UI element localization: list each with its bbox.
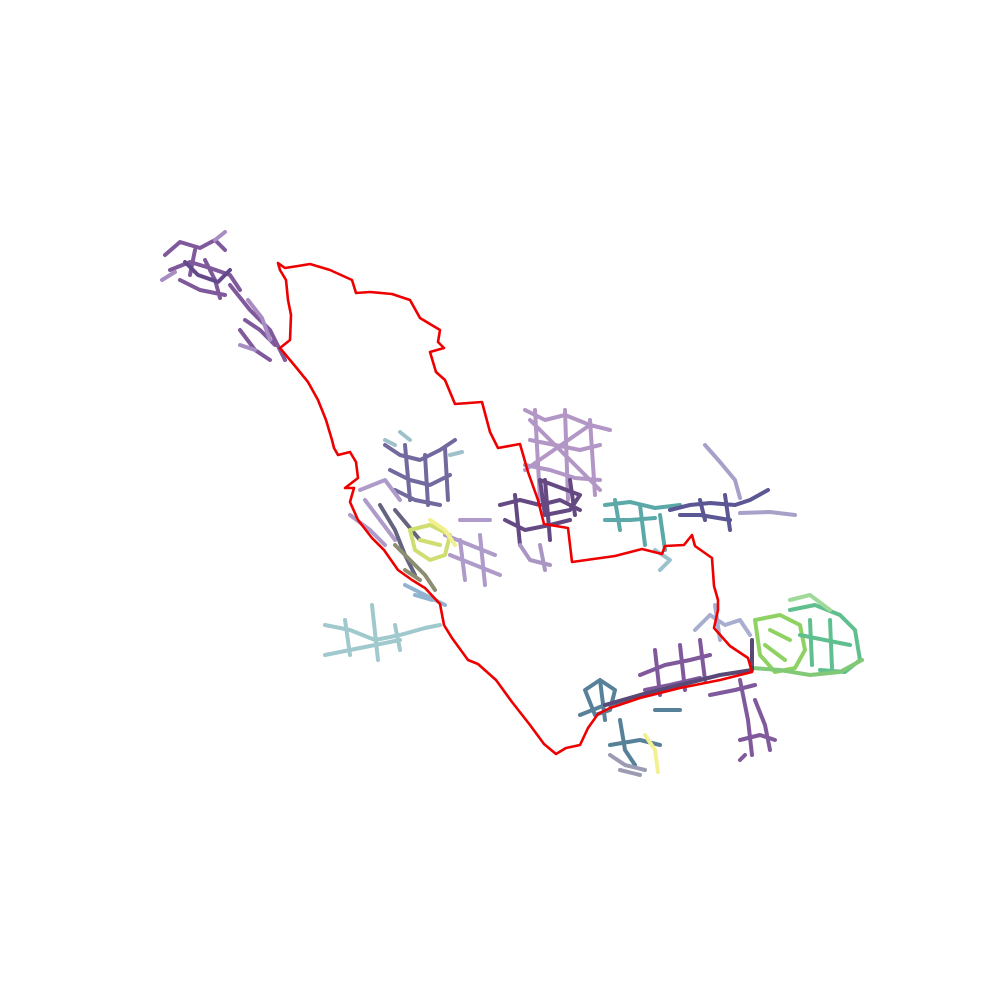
borough-boundary [276, 261, 754, 756]
street-cluster-northwest [160, 230, 287, 362]
street-cluster-west [323, 603, 442, 662]
street-cluster-west-central [348, 430, 502, 607]
street-cluster-east-central [603, 443, 797, 572]
street-cluster-southeast [578, 603, 777, 777]
street-cluster-east-green [750, 593, 864, 677]
street-cluster-central [498, 408, 612, 572]
